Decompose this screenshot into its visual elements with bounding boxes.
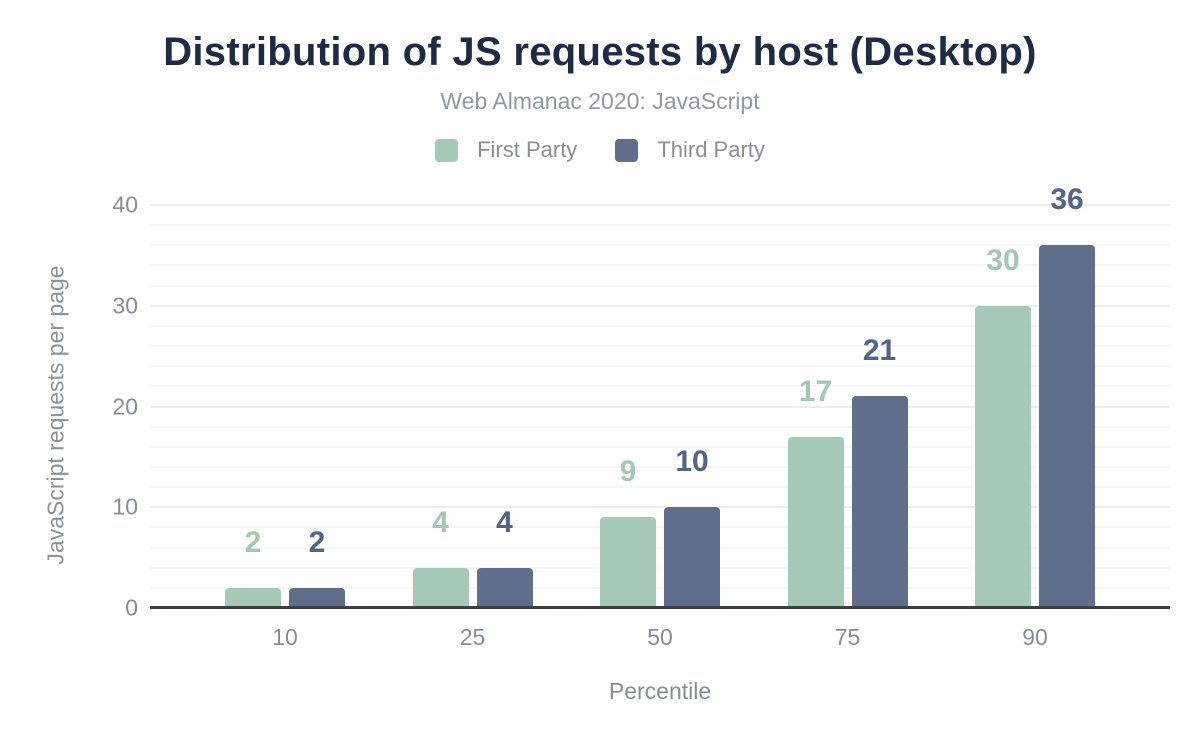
gridline-y-24 <box>150 365 1170 368</box>
y-axis-title: JavaScript requests per page <box>42 264 69 565</box>
gridline-y-32 <box>150 284 1170 287</box>
bar-first-party-p50 <box>600 517 656 608</box>
gridline-y-14 <box>150 465 1170 468</box>
x-axis-title: Percentile <box>608 678 712 704</box>
bar-value-third-party-p25: 4 <box>496 505 513 539</box>
chart-title: Distribution of JS requests by host (Des… <box>163 30 1037 74</box>
bar-value-first-party-p10: 2 <box>244 525 262 559</box>
bar-value-first-party-p25: 4 <box>432 505 449 539</box>
gridline-y-2 <box>150 586 1170 589</box>
bar-value-third-party-p10: 2 <box>308 525 326 559</box>
gridline-y-40 <box>150 204 1170 206</box>
legend: First Party Third Party <box>0 137 1200 163</box>
gridline-y-28 <box>150 324 1170 327</box>
bar-value-third-party-p75: 21 <box>862 334 897 368</box>
gridline-y-12 <box>150 486 1170 489</box>
x-axis-line <box>150 606 1170 609</box>
bar-value-first-party-p75: 17 <box>798 374 833 408</box>
x-tick-label-25: 25 <box>459 624 486 650</box>
x-tick-label-75: 75 <box>834 624 861 650</box>
bar-first-party-p25 <box>412 567 469 608</box>
gridline-y-26 <box>150 345 1170 348</box>
x-tick-label-50: 50 <box>647 624 673 650</box>
first-party-swatch-icon <box>435 138 459 162</box>
gridline-y-34 <box>150 264 1170 267</box>
bar-third-party-p90 <box>1039 245 1095 608</box>
gridline-y-36 <box>150 244 1170 247</box>
bar-third-party-p10 <box>289 587 345 608</box>
y-tick-label-0: 0 <box>125 594 138 621</box>
y-tick-label-10: 10 <box>112 493 138 520</box>
gridline-y-20 <box>150 405 1170 408</box>
bar-first-party-p75 <box>787 436 844 608</box>
y-tick-label-40: 40 <box>112 191 138 218</box>
gridline-y-22 <box>150 385 1170 388</box>
bar-value-third-party-p50: 10 <box>675 445 709 479</box>
legend-label-first-party: First Party <box>477 137 578 162</box>
x-tick-label-90: 90 <box>1022 624 1048 650</box>
bar-third-party-p75 <box>851 396 908 608</box>
y-tick-label-30: 30 <box>112 292 138 319</box>
gridline-y-10 <box>150 506 1170 509</box>
gridline-y-4 <box>150 566 1170 569</box>
chart-subtitle: Web Almanac 2020: JavaScript <box>440 88 760 114</box>
legend-label-third-party: Third Party <box>657 137 765 162</box>
x-tick-label-10: 10 <box>272 624 298 650</box>
gridline-y-6 <box>150 546 1170 549</box>
bar-first-party-p90 <box>975 305 1031 608</box>
bar-third-party-p50 <box>664 507 720 608</box>
gridline-y-16 <box>150 445 1170 448</box>
gridline-y-8 <box>150 526 1170 529</box>
gridline-y-18 <box>150 425 1170 428</box>
third-party-swatch-icon <box>615 138 639 162</box>
bar-third-party-p25 <box>476 567 533 608</box>
bar-value-first-party-p50: 9 <box>619 455 637 489</box>
bar-first-party-p10 <box>225 587 281 608</box>
bar-value-third-party-p90: 36 <box>1050 183 1084 217</box>
legend-item-first-party: First Party <box>435 137 577 163</box>
gridline-y-30 <box>150 304 1170 307</box>
y-tick-label-20: 20 <box>112 393 138 419</box>
gridline-y-38 <box>150 224 1170 227</box>
bar-value-first-party-p90: 30 <box>986 243 1020 277</box>
legend-item-third-party: Third Party <box>615 137 765 163</box>
